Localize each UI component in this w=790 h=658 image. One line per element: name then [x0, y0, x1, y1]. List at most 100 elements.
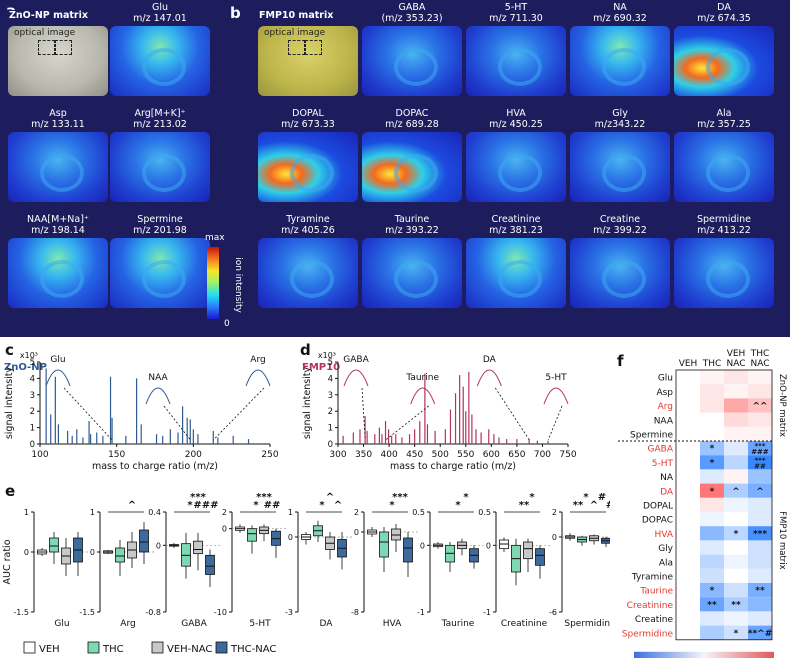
y-tick-label: 5	[30, 358, 35, 368]
heatmap-annotation: **	[731, 600, 741, 610]
tissue-ring	[602, 48, 646, 86]
heatmap-column-label: VEH	[679, 359, 698, 369]
box-veh-nac	[523, 541, 533, 560]
tile-analyte: Asp	[49, 108, 67, 119]
heatmap-cell	[700, 426, 724, 441]
optical-image: optical image	[8, 26, 108, 96]
box-y-tick-label: -1	[483, 608, 491, 617]
significance-mark: *	[455, 500, 461, 511]
ion-image-tyramine	[258, 238, 358, 308]
heatmap-row-label: Creatine	[635, 615, 674, 625]
ion-image-asp	[8, 132, 108, 202]
significance-mark: ***	[392, 492, 408, 503]
box-y-tick-label: -10	[214, 608, 227, 617]
box-y-tick-label: 0	[222, 525, 227, 534]
legend-swatch	[87, 641, 100, 654]
ion-image-5-ht	[466, 26, 566, 96]
tile-analyte: Gly	[612, 108, 628, 119]
heatmap-annotation: ^	[732, 487, 740, 497]
peak-annotation: DA	[483, 355, 497, 365]
heatmap-cell	[700, 597, 724, 612]
tissue-ring	[142, 48, 186, 86]
ion-image-na	[570, 26, 670, 96]
tile-label: Arg[M+K]⁺ m/z 213.02	[100, 108, 220, 130]
y-tick-label: 5	[328, 358, 333, 368]
heatmap-row-label: DOPAL	[643, 502, 673, 512]
heatmap-cell	[748, 583, 772, 598]
annotation-leader	[385, 405, 429, 441]
tile-label: Spermidine m/z 413.22	[664, 214, 784, 236]
heatmap-row-label: Spermine	[630, 431, 673, 441]
heatmap-cell	[724, 426, 748, 441]
y-axis-label: signal intensity	[4, 366, 15, 439]
heatmap-cell	[700, 554, 724, 569]
box-panel-label: Arg	[120, 619, 135, 629]
ion-intensity-colorbar	[207, 247, 219, 319]
peak-inset	[476, 369, 502, 387]
heatmap-cell	[676, 568, 700, 583]
y-tick-label: 2	[30, 407, 35, 417]
heatmap-cell	[724, 412, 748, 427]
y-tick-label: 3	[328, 391, 333, 401]
heatmap-cell	[724, 625, 748, 640]
ion-image-creatinine	[466, 238, 566, 308]
optical-image-label: optical image	[264, 28, 326, 38]
heatmap-cell	[700, 540, 724, 555]
peak-annotation: Glu	[50, 355, 65, 365]
heatmap-cell	[748, 497, 772, 512]
tile-label: Ala m/z 357.25	[664, 108, 784, 130]
tile-analyte: NAA[M+Na]⁺	[27, 214, 89, 225]
tile-mz: m/z 413.22	[697, 225, 751, 236]
box-y-tick-label: 2	[552, 508, 557, 517]
heatmap-cell	[676, 441, 700, 456]
tile-label: DOPAC m/z 689.28	[352, 108, 472, 130]
heatmap-cell	[700, 583, 724, 598]
box-y-tick-label: 0	[420, 541, 425, 550]
legend-label: VEH	[39, 644, 60, 655]
heatmap-cell	[724, 611, 748, 626]
panel-label-b: b	[230, 4, 241, 22]
heatmap-cell	[676, 455, 700, 470]
x-tick-label: 350	[355, 450, 372, 460]
box-y-tick-label: 0	[288, 533, 293, 542]
annotation-leader	[494, 387, 530, 441]
heatmap-cell	[676, 483, 700, 498]
ion-image-naa-m-na-	[8, 238, 108, 308]
significance-mark: *	[389, 500, 395, 511]
significance-mark: ***	[190, 492, 206, 503]
heatmap-row-label: Creatinine	[627, 601, 674, 611]
ion-image-taurine	[362, 238, 462, 308]
heatmap-row-label: Gly	[658, 544, 673, 554]
x-tick-label: 400	[381, 450, 398, 460]
tile-analyte: 5-HT	[504, 2, 528, 13]
x-tick-label: 550	[457, 450, 474, 460]
box-panel-label: Creatinine	[501, 619, 548, 629]
heatmap-cell	[700, 625, 724, 640]
legend-label: THC	[102, 644, 124, 655]
y-tick-label: 2	[328, 407, 333, 417]
tissue-ring	[498, 260, 542, 298]
heatmap-cell	[700, 526, 724, 541]
box-panel-label: HVA	[383, 619, 402, 629]
significance-mark: ##	[264, 500, 281, 511]
tile-mz: m/z 198.14	[31, 225, 85, 236]
heatmap-annotation: ***	[753, 529, 767, 539]
box-y-tick-label: -1.5	[79, 608, 95, 617]
y-tick-label: 0	[328, 440, 333, 450]
box-y-tick-label: 0	[24, 548, 29, 557]
tile-mz: m/z 133.11	[31, 119, 85, 130]
peak-annotation: GABA	[343, 355, 369, 365]
tile-analyte: Spermidine	[696, 214, 752, 225]
roi-box	[288, 40, 305, 55]
peak-inset	[343, 369, 369, 387]
x-tick-label: 700	[534, 450, 551, 460]
spectrum-title: ZnO-NP	[4, 362, 47, 373]
heatmap-annotation: **	[707, 600, 717, 610]
heatmap-cell	[676, 526, 700, 541]
box-panel-label: Spermidine	[564, 619, 610, 629]
heatmap-cell	[676, 597, 700, 612]
heatmap-cell	[676, 497, 700, 512]
tile-label: GABA (m/z 353.23)	[352, 2, 472, 24]
peak-annotation: NAA	[148, 373, 168, 383]
